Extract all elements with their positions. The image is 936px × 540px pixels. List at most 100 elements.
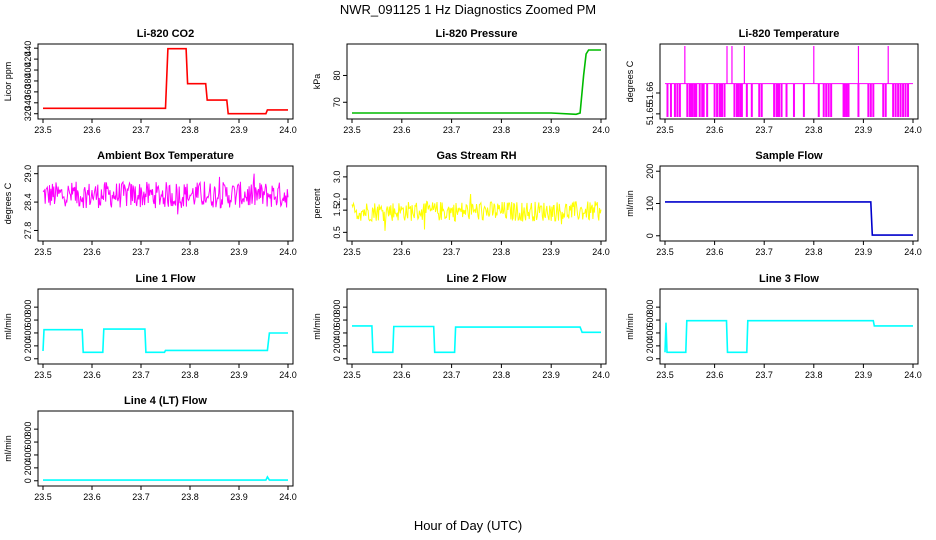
data-line [665,201,913,236]
x-tick-label: 23.8 [181,247,199,257]
plot-frame [346,165,607,242]
panel-title: Ambient Box Temperature [97,150,234,162]
y-tick-label: 800 [332,300,342,315]
x-tick-label: 24.0 [279,247,297,257]
y-tick-label: 380 [23,73,33,88]
plot-frame [37,410,294,487]
x-tick-label: 23.8 [805,247,823,257]
x-tick-label: 24.0 [279,492,297,502]
x-tick-label: 23.8 [181,125,199,135]
panel-title: Line 2 Flow [447,273,507,285]
data-noise-line [42,173,289,215]
y-tick-label: 200 [645,338,655,353]
x-tick-label: 23.7 [443,247,461,257]
y-axis-label: ml/min [3,313,13,340]
y-tick-label: 51.66 [645,82,655,105]
x-tick-label: 23.6 [83,492,101,502]
y-tick-label: 0 [23,478,33,483]
y-tick-label: 70 [332,97,342,107]
x-tick-label: 23.8 [181,370,199,380]
x-tick-label: 23.7 [755,125,773,135]
x-tick-label: 23.7 [132,492,150,502]
y-tick-label: 400 [332,325,342,340]
x-tick-label: 23.6 [393,247,411,257]
y-tick-label: 2.0 [332,193,342,206]
y-tick-label: 440 [23,41,33,56]
y-tick-label: 28.4 [23,193,33,211]
y-tick-label: 340 [23,95,33,110]
x-tick-label: 23.9 [542,125,560,135]
y-tick-label: 0 [23,356,33,361]
x-tick-label: 23.5 [656,125,674,135]
x-tick-label: 23.9 [230,125,248,135]
panel-title: Line 1 Flow [136,273,196,285]
panel-title: Li-820 CO2 [137,28,194,40]
x-tick-label: 23.5 [343,247,361,257]
y-tick-label: 200 [23,460,33,475]
data-line [664,319,913,354]
y-axis-label: percent [312,188,322,219]
x-tick-label: 24.0 [592,370,610,380]
x-tick-label: 23.6 [706,370,724,380]
panel-1: Li-820 CO2 Licor ppm 23.5 23.6 23.7 23.8 23.9 2… [3,28,297,135]
y-tick-label: 800 [645,300,655,315]
x-tick-label: 23.9 [230,492,248,502]
x-tick-label: 23.5 [34,247,52,257]
data-line [43,47,288,115]
x-tick-label: 23.6 [83,125,101,135]
panel-6: Sample Flow ml/min 23.5 23.6 23.7 23.8 23.9 24.… [625,150,922,257]
y-tick-label: 29.0 [23,165,33,183]
x-tick-label: 23.9 [855,247,873,257]
x-axis-label: Hour of Day (UTC) [413,518,523,533]
plot-frame [346,43,607,120]
x-tick-label: 23.8 [805,370,823,380]
y-axis-label: ml/min [3,435,13,462]
plot-frame [659,43,919,120]
panel-2: Li-820 Pressure kPa 23.5 23.6 23.7 23.8 23.9 24… [312,28,610,135]
x-tick-label: 23.7 [132,370,150,380]
plot-frame [37,288,294,365]
y-tick-label: 0.5 [332,226,342,239]
y-tick-label: 51.65 [645,103,655,126]
x-tick-label: 24.0 [904,247,922,257]
x-tick-label: 24.0 [904,370,922,380]
x-tick-label: 23.5 [343,125,361,135]
y-tick-label: 200 [645,164,655,179]
panel-7: Line 1 Flow ml/min 23.5 23.6 23.7 23.8 23.9 24.… [3,273,297,380]
y-tick-label: 100 [645,196,655,211]
plot-frame [37,43,294,120]
y-tick-label: 600 [645,313,655,328]
plot-frame [37,165,294,242]
x-tick-label: 24.0 [592,125,610,135]
y-axis-label: ml/min [312,313,322,340]
x-tick-label: 23.7 [443,125,461,135]
x-tick-label: 23.5 [34,125,52,135]
plot-frame [346,288,607,365]
x-tick-label: 23.6 [393,125,411,135]
y-tick-label: 3.0 [332,171,342,184]
panel-title: Line 3 Flow [759,273,819,285]
x-tick-label: 24.0 [904,125,922,135]
x-tick-label: 23.7 [443,370,461,380]
y-tick-label: 600 [23,313,33,328]
x-tick-label: 23.7 [132,247,150,257]
y-tick-label: 800 [23,422,33,437]
x-tick-label: 24.0 [279,370,297,380]
x-tick-label: 23.7 [755,247,773,257]
y-tick-label: 800 [23,300,33,315]
y-tick-label: 80 [332,70,342,80]
page-title: NWR_091125 1 Hz Diagnostics Zoomed PM [339,2,597,17]
plot-frame [659,165,919,242]
data-line [43,475,288,481]
x-tick-label: 24.0 [279,125,297,135]
panel-title: Sample Flow [755,150,823,162]
x-tick-label: 23.5 [656,370,674,380]
panel-title: Gas Stream RH [436,150,516,162]
y-axis-label: degrees C [625,60,635,102]
panel-8: Line 2 Flow ml/min 23.5 23.6 23.7 23.8 23.9 24.… [312,273,610,380]
y-tick-label: 320 [23,106,33,121]
data-noise-line [351,193,602,231]
y-tick-label: 0 [645,233,655,238]
y-tick-label: 400 [23,325,33,340]
panel-5: Gas Stream RH percent 23.5 23.6 23.7 23.8 23.9… [312,150,610,257]
